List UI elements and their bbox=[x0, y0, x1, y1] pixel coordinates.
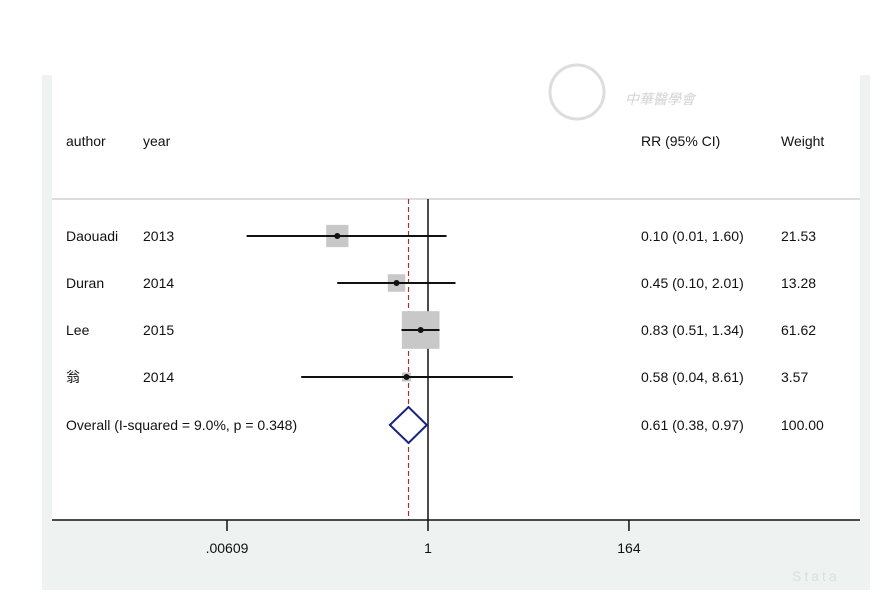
study-weight: 61.62 bbox=[781, 322, 816, 338]
header-weight: Weight bbox=[781, 133, 824, 149]
overall-label: Overall (I-squared = 9.0%, p = 0.348) bbox=[66, 417, 297, 433]
study-effect-label: 0.58 (0.04, 8.61) bbox=[641, 369, 744, 385]
x-tick-label: 164 bbox=[617, 540, 641, 556]
overall-weight: 100.00 bbox=[781, 417, 824, 433]
watermark-text: 中華醫學會 bbox=[625, 92, 697, 108]
study-author: Duran bbox=[66, 275, 104, 291]
study-author: 翁 bbox=[66, 369, 80, 385]
study-weight: 13.28 bbox=[781, 275, 816, 291]
x-tick-label: 1 bbox=[424, 540, 432, 556]
x-tick-label: .00609 bbox=[206, 540, 249, 556]
stata-badge: Stata bbox=[792, 568, 840, 584]
study-author: Daouadi bbox=[66, 228, 118, 244]
study-point bbox=[403, 374, 410, 380]
study-author: Lee bbox=[66, 322, 90, 338]
study-effect-label: 0.10 (0.01, 1.60) bbox=[641, 228, 744, 244]
overall-diamond bbox=[388, 405, 429, 445]
overall-effect-label: 0.61 (0.38, 0.97) bbox=[641, 417, 744, 433]
study-point bbox=[417, 327, 424, 333]
study-point bbox=[393, 280, 400, 286]
study-point bbox=[334, 233, 341, 239]
watermark: 中華醫學會 bbox=[548, 63, 697, 121]
header-year: year bbox=[143, 133, 171, 149]
header-effect: RR (95% CI) bbox=[641, 133, 720, 149]
header-author: author bbox=[66, 133, 106, 149]
watermark-seal-icon bbox=[548, 63, 606, 121]
study-weight: 3.57 bbox=[781, 369, 808, 385]
study-effect-label: 0.45 (0.10, 2.01) bbox=[641, 275, 744, 291]
study-year: 2014 bbox=[143, 369, 174, 385]
study-weight: 21.53 bbox=[781, 228, 816, 244]
study-year: 2013 bbox=[143, 228, 174, 244]
plot-region bbox=[52, 75, 860, 520]
study-year: 2014 bbox=[143, 275, 174, 291]
study-effect-label: 0.83 (0.51, 1.34) bbox=[641, 322, 744, 338]
study-year: 2015 bbox=[143, 322, 174, 338]
